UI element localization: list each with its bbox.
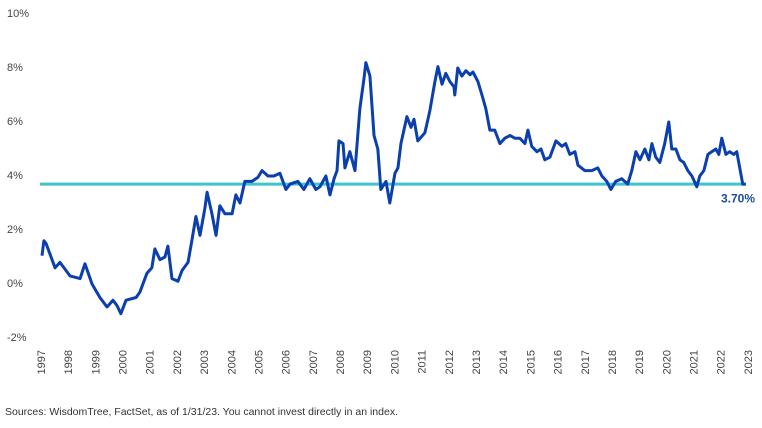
y-tick-label: 10%	[7, 8, 29, 20]
x-tick-label: 2012	[444, 350, 456, 374]
x-tick-label: 2021	[689, 350, 701, 374]
x-tick-label: 1998	[63, 350, 75, 374]
x-tick-label: 2014	[498, 350, 510, 374]
x-tick-label: 2023	[743, 350, 755, 374]
x-tick-label: 2003	[199, 350, 211, 374]
x-tick-label: 1999	[90, 350, 102, 374]
x-tick-label: 2016	[553, 350, 565, 374]
x-tick-label: 2020	[661, 350, 673, 374]
y-tick-label: -2%	[7, 332, 27, 344]
x-tick-label: 2013	[471, 350, 483, 374]
x-tick-label: 2000	[117, 350, 129, 374]
x-tick-label: 2019	[634, 350, 646, 374]
reference-label: 3.70%	[721, 191, 755, 205]
x-tick-label: 2015	[525, 350, 537, 374]
x-tick-label: 2018	[607, 350, 619, 374]
x-tick-label: 2009	[362, 350, 374, 374]
source-note: Sources: WisdomTree, FactSet, as of 1/31…	[5, 406, 398, 418]
y-tick-label: 6%	[7, 116, 23, 128]
x-tick-label: 1997	[36, 350, 48, 374]
y-tick-label: 8%	[7, 62, 23, 74]
x-tick-label: 2005	[253, 350, 265, 374]
x-tick-label: 2022	[716, 350, 728, 374]
x-tick-label: 2010	[389, 350, 401, 374]
x-tick-label: 2007	[308, 350, 320, 374]
y-tick-label: 2%	[7, 224, 23, 236]
x-tick-label: 2006	[281, 350, 293, 374]
x-tick-label: 2017	[580, 350, 592, 374]
x-tick-label: 2008	[335, 350, 347, 374]
y-tick-label: 4%	[7, 170, 23, 182]
data-line	[40, 61, 746, 316]
x-tick-label: 2004	[226, 350, 238, 374]
x-tick-label: 2002	[172, 350, 184, 374]
x-tick-label: 2011	[417, 350, 429, 374]
y-tick-label: 0%	[7, 278, 23, 290]
x-tick-label: 2001	[145, 350, 157, 374]
